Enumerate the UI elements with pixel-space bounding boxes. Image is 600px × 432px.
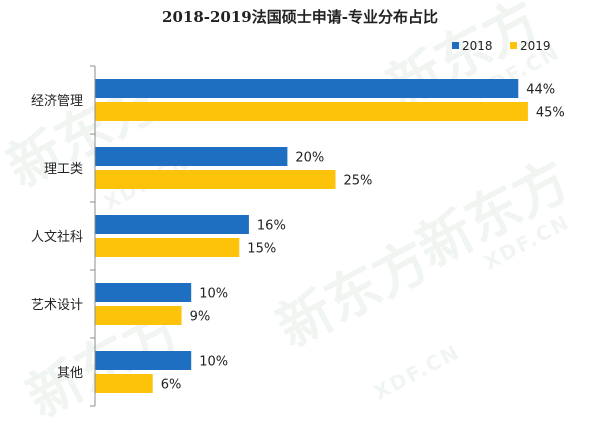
legend-label: 2018 (462, 39, 493, 53)
chart-title: 2018-2019法国硕士申请-专业分布占比 (162, 8, 438, 26)
data-label: 25% (344, 174, 373, 189)
legend: 2018 2019 (452, 39, 551, 53)
bar-2019 (95, 306, 182, 325)
bar-2018 (95, 147, 288, 166)
bar-2019 (95, 102, 528, 121)
y-axis-ticks (90, 65, 95, 407)
bar-2018 (95, 215, 249, 234)
category-label: 理工类 (44, 162, 83, 177)
bar-2018 (95, 283, 192, 302)
data-label: 10% (199, 287, 228, 302)
category-label: 人文社科 (31, 229, 83, 245)
data-label: 9% (190, 310, 211, 325)
legend-swatch (452, 42, 459, 49)
bars (95, 79, 528, 393)
bar-2018 (95, 79, 519, 98)
data-label: 6% (161, 378, 182, 393)
bar-2018 (95, 351, 192, 370)
data-label: 20% (295, 151, 324, 166)
data-label: 16% (257, 219, 286, 234)
data-labels: 44% 45% 20% 25% 16% 15% 10% 9% 10% 6% (161, 83, 565, 393)
bar-2019 (95, 374, 153, 393)
category-label: 艺术设计 (31, 298, 83, 313)
data-label: 15% (247, 242, 276, 257)
data-label: 10% (199, 355, 228, 370)
category-label: 经济管理 (31, 94, 83, 109)
category-label: 其他 (57, 366, 83, 381)
bar-2019 (95, 238, 240, 257)
legend-label: 2019 (520, 39, 551, 53)
legend-swatch (510, 42, 517, 49)
data-label: 45% (536, 106, 565, 121)
data-label: 44% (526, 83, 555, 98)
bar-2019 (95, 170, 336, 189)
